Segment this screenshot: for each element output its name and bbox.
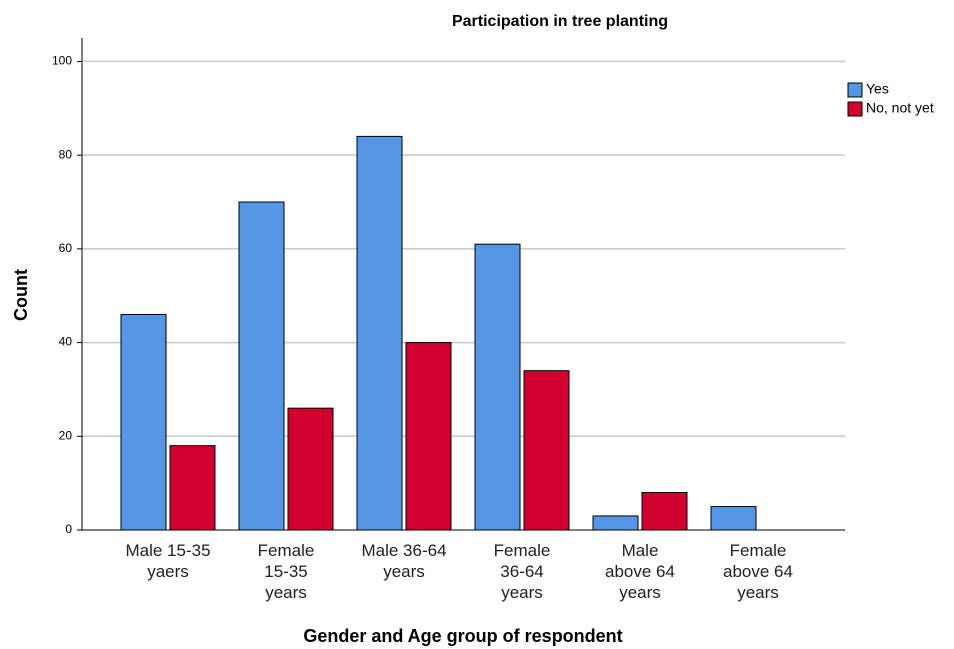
legend-label: Yes (866, 81, 889, 97)
x-tick-label: Female 15-35 years (257, 541, 315, 602)
legend-swatch (847, 101, 863, 117)
bar (356, 135, 403, 531)
y-tick-label: 20 (59, 428, 73, 442)
bar (592, 515, 639, 531)
x-tick-label: Male above 64 years (605, 541, 675, 602)
x-tick-label: Female above 64 years (723, 541, 793, 602)
x-axis-label: Gender and Age group of respondent (303, 626, 622, 646)
y-tick-label: 80 (59, 147, 73, 161)
y-tick-label: 40 (59, 335, 73, 349)
bar (405, 342, 452, 531)
chart-title: Participation in tree planting (452, 13, 668, 30)
legend-swatch (847, 82, 863, 98)
legend-label: No, not yet (866, 100, 934, 116)
bar (287, 407, 334, 531)
bar (710, 506, 757, 531)
y-tick-label: 0 (65, 522, 72, 536)
x-tick-label: Male 15-35 yaers (125, 541, 211, 581)
bar (641, 492, 688, 531)
x-tick-label: Male 36-64 years (361, 541, 447, 581)
y-tick-label: 100 (52, 54, 72, 68)
bar (523, 370, 570, 531)
bar (474, 243, 521, 531)
bar (238, 201, 285, 531)
bar (169, 445, 216, 531)
y-axis-label: Count (11, 269, 31, 321)
x-tick-label: Female 36-64 years (493, 541, 551, 602)
y-tick-label: 60 (59, 241, 73, 255)
bar (120, 313, 167, 531)
